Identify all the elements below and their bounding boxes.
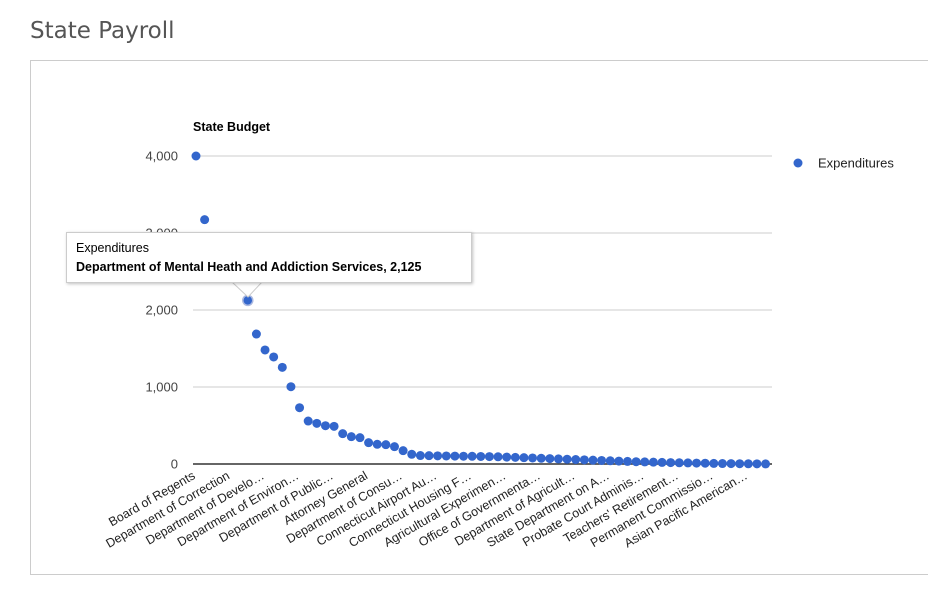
data-point[interactable] [191, 151, 201, 161]
data-point[interactable] [510, 452, 520, 462]
data-point[interactable] [389, 442, 399, 452]
data-point[interactable] [631, 457, 641, 467]
data-point[interactable] [355, 433, 365, 443]
data-point[interactable] [476, 451, 486, 461]
data-point[interactable] [372, 439, 382, 449]
data-point[interactable] [484, 452, 494, 462]
data-point[interactable] [735, 459, 745, 469]
data-point[interactable] [312, 418, 322, 428]
data-point[interactable] [640, 457, 650, 467]
data-point[interactable] [597, 455, 607, 465]
data-point[interactable] [666, 458, 676, 468]
data-point[interactable] [260, 345, 270, 355]
page-title: State Payroll [30, 18, 175, 44]
data-point[interactable] [683, 458, 693, 468]
tooltip-value: Department of Mental Heath and Addiction… [76, 260, 422, 274]
data-point[interactable] [415, 451, 425, 461]
data-point[interactable] [295, 403, 305, 413]
data-point[interactable] [562, 454, 572, 464]
data-point[interactable] [726, 459, 736, 469]
y-tick-label: 1,000 [145, 380, 178, 395]
data-point[interactable] [320, 421, 330, 431]
tooltip: Expenditures Department of Mental Heath … [66, 232, 472, 283]
data-point[interactable] [579, 455, 589, 465]
data-point[interactable] [692, 458, 702, 468]
data-point[interactable] [200, 215, 210, 225]
data-point[interactable] [605, 456, 615, 466]
data-point[interactable] [398, 446, 408, 456]
data-point[interactable] [743, 459, 753, 469]
y-tick-label: 0 [171, 457, 178, 472]
legend-marker [793, 158, 803, 168]
data-point[interactable] [502, 452, 512, 462]
data-point[interactable] [338, 429, 348, 439]
data-point[interactable] [329, 421, 339, 431]
data-point[interactable] [450, 451, 460, 461]
data-point[interactable] [364, 438, 374, 448]
data-point[interactable] [269, 352, 279, 362]
y-tick-label: 4,000 [145, 149, 178, 164]
data-point[interactable] [623, 456, 632, 466]
data-point[interactable] [286, 382, 296, 392]
data-point[interactable] [303, 416, 313, 426]
data-point[interactable] [433, 451, 443, 461]
data-point[interactable] [571, 455, 581, 465]
data-point[interactable] [424, 451, 434, 461]
tooltip-pointer [231, 281, 263, 298]
chart-frame [30, 60, 928, 575]
data-point[interactable] [648, 457, 658, 467]
data-point[interactable] [346, 432, 356, 442]
y-tick-label: 2,000 [145, 303, 178, 318]
tooltip-series: Expenditures [76, 241, 149, 255]
data-point[interactable] [467, 451, 477, 461]
data-point[interactable] [717, 459, 727, 469]
data-point[interactable] [700, 458, 710, 468]
data-point[interactable] [277, 362, 287, 372]
data-point[interactable] [709, 458, 719, 468]
data-point[interactable] [459, 451, 469, 461]
data-point[interactable] [407, 449, 417, 459]
data-point[interactable] [752, 459, 762, 469]
data-point[interactable] [588, 455, 598, 465]
data-point[interactable] [493, 452, 503, 462]
data-point[interactable] [674, 458, 684, 468]
data-point[interactable] [545, 454, 555, 464]
data-point[interactable] [553, 454, 563, 464]
data-point[interactable] [381, 440, 391, 450]
data-point[interactable] [519, 453, 529, 463]
data-point[interactable] [441, 451, 451, 461]
data-point[interactable] [251, 329, 261, 339]
data-point[interactable] [761, 459, 771, 469]
data-point[interactable] [614, 456, 624, 466]
legend[interactable]: Expenditures [793, 156, 895, 171]
data-point[interactable] [657, 457, 667, 467]
legend-label: Expenditures [818, 156, 894, 171]
data-point[interactable] [536, 453, 546, 463]
chart-title: State Budget [193, 120, 271, 134]
data-point[interactable] [528, 453, 538, 463]
